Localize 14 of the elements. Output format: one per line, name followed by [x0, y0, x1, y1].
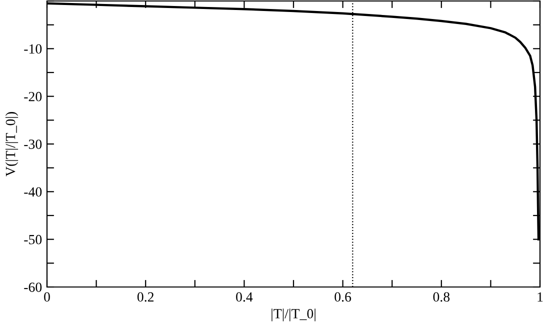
x-axis-title: |T|/|T_0| [272, 308, 316, 322]
x-tick-label: 0 [44, 292, 50, 302]
x-tick-label: 0.8 [433, 292, 450, 302]
x-tick-label: 1 [538, 292, 543, 302]
x-tick-label: 0.4 [236, 292, 253, 302]
x-tick-label: 0.2 [137, 292, 154, 302]
y-tick-label: -50 [24, 234, 42, 244]
x-tick-label: 0.6 [334, 292, 352, 302]
y-tick-label: -60 [24, 282, 42, 292]
y-axis-title: V(|T|/|T_0|) [5, 112, 18, 176]
y-tick-label: -20 [24, 92, 42, 102]
y-tick-label: -30 [24, 140, 42, 149]
y-tick-label: -10 [24, 44, 42, 54]
y-tick-label: -40 [24, 187, 42, 197]
